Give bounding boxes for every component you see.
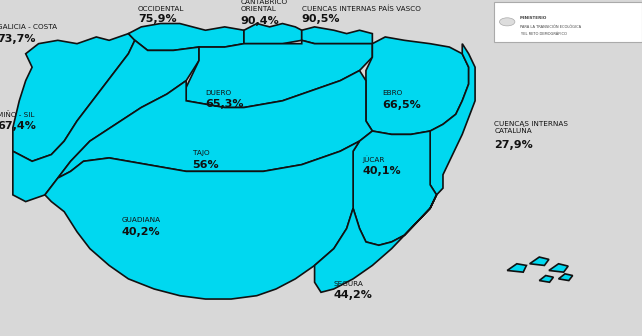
Text: MIÑO - SIL: MIÑO - SIL bbox=[0, 111, 34, 118]
Text: Y EL RETO DEMOGRÁFICO: Y EL RETO DEMOGRÁFICO bbox=[520, 32, 567, 36]
Polygon shape bbox=[302, 27, 372, 44]
Text: 44,2%: 44,2% bbox=[334, 290, 373, 300]
Polygon shape bbox=[539, 276, 553, 282]
Text: EBRO: EBRO bbox=[382, 90, 403, 96]
Text: CUENCAS INTERNAS PAÍS VASCO: CUENCAS INTERNAS PAÍS VASCO bbox=[302, 5, 421, 12]
Text: GALICIA - COSTA: GALICIA - COSTA bbox=[0, 24, 57, 30]
Text: 73,7%: 73,7% bbox=[0, 34, 35, 44]
Polygon shape bbox=[45, 141, 360, 299]
Text: 90,5%: 90,5% bbox=[302, 14, 340, 24]
Text: PARA LA TRANSICIÓN ECOLÓGICA: PARA LA TRANSICIÓN ECOLÓGICA bbox=[520, 25, 581, 29]
Text: 65,3%: 65,3% bbox=[205, 99, 244, 109]
Polygon shape bbox=[507, 264, 526, 272]
Circle shape bbox=[499, 18, 515, 26]
Text: 27,9%: 27,9% bbox=[494, 139, 533, 150]
Text: JÚCAR: JÚCAR bbox=[363, 156, 385, 163]
Text: GUADIANA: GUADIANA bbox=[122, 217, 161, 223]
Polygon shape bbox=[530, 257, 549, 265]
Text: CUENCAS INTERNAS
CATALUÑA: CUENCAS INTERNAS CATALUÑA bbox=[494, 121, 568, 134]
Polygon shape bbox=[430, 44, 475, 195]
Polygon shape bbox=[13, 40, 199, 202]
Text: TAJO: TAJO bbox=[193, 150, 209, 156]
Text: 56%: 56% bbox=[193, 160, 219, 170]
Polygon shape bbox=[58, 71, 372, 178]
Text: 90,4%: 90,4% bbox=[241, 16, 279, 26]
Text: 66,5%: 66,5% bbox=[382, 100, 421, 110]
Polygon shape bbox=[353, 131, 437, 245]
Polygon shape bbox=[559, 274, 573, 281]
Polygon shape bbox=[13, 34, 135, 161]
Text: 75,9%: 75,9% bbox=[138, 14, 177, 24]
Text: CANTÁBRICO
ORIENTAL: CANTÁBRICO ORIENTAL bbox=[241, 0, 288, 12]
Polygon shape bbox=[549, 264, 568, 272]
Text: 40,1%: 40,1% bbox=[363, 166, 401, 176]
Polygon shape bbox=[315, 195, 437, 292]
Text: SEGURA: SEGURA bbox=[334, 281, 364, 287]
Text: 67,4%: 67,4% bbox=[0, 121, 36, 131]
Polygon shape bbox=[186, 40, 372, 108]
FancyBboxPatch shape bbox=[494, 2, 642, 42]
Polygon shape bbox=[128, 24, 244, 50]
Polygon shape bbox=[244, 24, 302, 44]
Text: OCCIDENTAL: OCCIDENTAL bbox=[138, 6, 184, 12]
Text: 40,2%: 40,2% bbox=[122, 227, 160, 237]
Polygon shape bbox=[366, 37, 469, 134]
Text: DUERO: DUERO bbox=[205, 90, 232, 96]
Text: MINISTERIO: MINISTERIO bbox=[520, 16, 548, 20]
